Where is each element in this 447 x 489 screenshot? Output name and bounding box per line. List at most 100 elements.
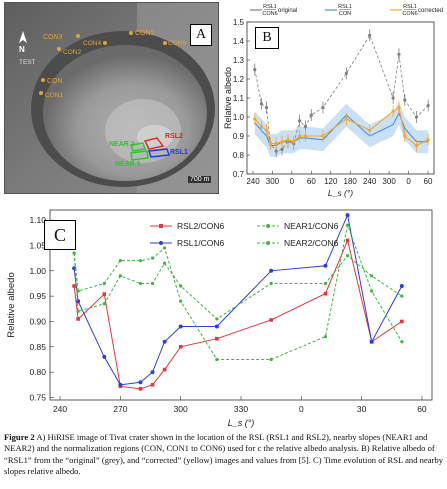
con3-label: CON3 [43, 34, 63, 41]
chart-c-point [345, 213, 350, 218]
chart-b-point [303, 134, 308, 138]
chart-c-ytick-label: 0.75 [29, 392, 46, 402]
chart-c-xtick-label: 330 [234, 404, 248, 414]
chart-c-point [138, 281, 143, 286]
chart-b-point [426, 104, 430, 108]
chart-b-point [344, 71, 348, 75]
chart-c-point [215, 317, 219, 321]
chart-c-xtick-label: 0 [299, 404, 304, 414]
chart-c: 0.75 0.80 0.85 0.90 0.95 1.00 1.05 1.10 240 270 30… [6, 209, 433, 428]
chart-c-point [150, 256, 155, 260]
con6-label: CON6 [168, 40, 186, 47]
chart-c-point [345, 223, 350, 227]
chart-b-point [274, 149, 278, 153]
chart-c-ytick-label: 0.95 [29, 291, 46, 301]
chart-c-point [102, 281, 106, 286]
chart-c-point [138, 380, 143, 385]
chart-c-point [76, 299, 81, 304]
chart-c-point [400, 340, 404, 344]
chart-c-point [162, 339, 167, 344]
north-arrow-icon [19, 31, 27, 43]
chart-c-point [178, 324, 183, 329]
chart-b-xtick-label: 300 [266, 177, 280, 186]
panel-c-label: C [44, 220, 76, 250]
chart-c-point [138, 387, 143, 391]
chart-c-point [179, 299, 183, 303]
chart-c-point [76, 289, 80, 293]
chart-b-point [414, 115, 419, 119]
chart-b-xtick-label: 180 [344, 177, 358, 186]
con5-label: CON5 [135, 30, 155, 37]
caption-text: A) HiRISE image of Tivat crater shown in… [4, 432, 444, 477]
chart-c-xlabel: L_s (°) [228, 418, 255, 428]
chart-b-point [253, 117, 257, 121]
chart-c-point [138, 259, 143, 263]
chart-c-xtick-label: 300 [174, 404, 188, 414]
chart-b-legend-den: CON6 [402, 11, 417, 17]
chart-b-ytick-label: 0.9 [233, 132, 245, 141]
chart-b-ytick-label: 1.2 [233, 75, 245, 84]
chart-b-point [286, 138, 290, 142]
chart-c-ytick-label: 1.00 [29, 266, 46, 276]
panel-a-labels: N CON3 CON4 CON5 CON6 CON2 TEST CON CON1… [19, 30, 188, 168]
chart-b-point [309, 113, 313, 117]
chart-b-ytick-label: 1.1 [233, 94, 245, 103]
chart-c-series-line [73, 223, 403, 360]
chart-c-point [102, 292, 107, 296]
chart-c-ytick-label: 0.85 [29, 342, 46, 352]
chart-b-ylabel: Relative albedo [223, 67, 233, 129]
chart-c-xtick-label: 270 [113, 404, 127, 414]
chart-c-point [150, 281, 155, 286]
chart-c-point [215, 336, 219, 341]
chart-c-ytick-label: 0.80 [29, 367, 46, 377]
con1-label: CON1 [45, 92, 63, 99]
chart-b-point [259, 124, 264, 129]
chart-c-point [345, 238, 350, 243]
chart-c-ytick-label: 0.90 [29, 316, 46, 326]
chart-c-point [269, 268, 274, 273]
chart-b-legend-name: corrected [418, 8, 443, 14]
chart-c-point [323, 281, 328, 286]
chart-b-ytick-label: 1.0 [233, 113, 245, 122]
chart-c-point [163, 261, 167, 265]
chart-c-point [269, 357, 273, 362]
chart-b-point [403, 98, 407, 102]
chart-c-point [345, 254, 350, 258]
chart-c-point [150, 383, 155, 387]
chart-c-point [323, 291, 328, 296]
chart-c-ylabel: Relative albedo [6, 272, 17, 338]
chart-c-point [214, 324, 219, 329]
chart-b-point [297, 134, 302, 138]
caption-bold: Figure 2 [4, 432, 35, 442]
chart-c-xtick-label: 30 [357, 404, 367, 414]
chart-c-point [400, 319, 404, 324]
chart-b-point [391, 109, 395, 113]
chart-c-xtick-label: 240 [53, 404, 67, 414]
rsl2-label: RSL2 [165, 133, 183, 140]
chart-b-xlabel: L_s (°) [328, 188, 353, 198]
chart-b-point [321, 105, 325, 110]
chart-c-point [163, 246, 167, 250]
con4-label: CON4 [83, 40, 101, 47]
chart-b-point [268, 142, 272, 146]
chart-c-point [150, 370, 155, 375]
chart-b-point [264, 105, 269, 110]
north-label: N [19, 45, 25, 54]
chart-c-point [178, 345, 183, 349]
chart-b-legend-den: CON6 [262, 11, 277, 17]
near2-label: NEAR 2 [109, 141, 135, 148]
chart-c-legend-label: NEAR2/CON6 [284, 238, 339, 248]
chart-c-frame [49, 209, 433, 401]
rsl1-label: RSL1 [170, 149, 188, 156]
chart-b-point [368, 33, 372, 37]
chart-b-point [321, 134, 325, 138]
chart-c-series-line [73, 213, 403, 386]
chart-c-point [370, 289, 374, 293]
con-label: CON [47, 78, 63, 85]
chart-b-xtick-label: 60 [424, 177, 433, 186]
panel-a-label: A [190, 24, 212, 46]
near1-label: NEAR 1 [115, 161, 141, 168]
chart-b-point [344, 117, 348, 121]
chart-b-point [253, 67, 257, 72]
figure-caption: Figure 2 A) HiRISE image of Tivat crater… [4, 432, 444, 478]
